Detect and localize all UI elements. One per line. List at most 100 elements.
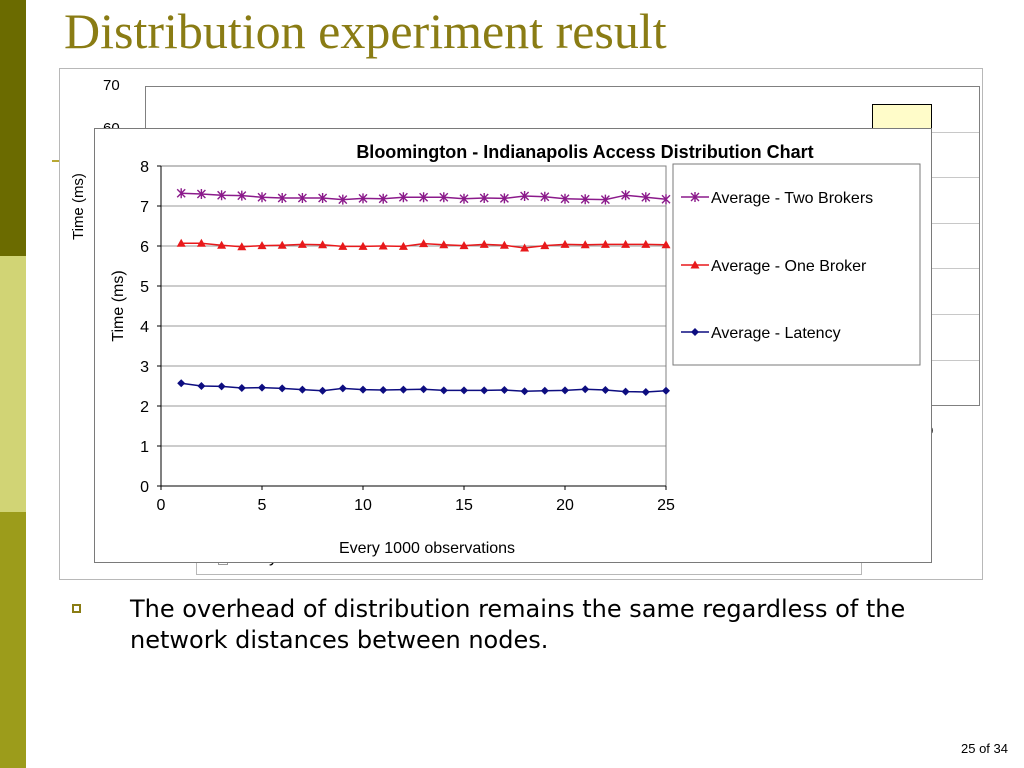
data-point-0 <box>479 193 489 203</box>
data-point-1 <box>358 241 368 250</box>
data-point-2 <box>258 383 266 392</box>
background-y-axis-label: Time (ms) <box>70 173 87 240</box>
data-point-1 <box>560 239 570 248</box>
data-point-1 <box>419 239 429 248</box>
data-point-1 <box>479 239 489 248</box>
data-point-0 <box>520 191 530 201</box>
data-point-0 <box>560 193 570 204</box>
data-point-0 <box>378 193 388 204</box>
y-tick-label: 3 <box>140 359 149 376</box>
y-tick-label: 1 <box>140 439 149 456</box>
legend-label-2: Average - Latency <box>711 325 841 342</box>
data-point-0 <box>277 193 287 203</box>
data-point-1 <box>176 238 186 247</box>
data-point-1 <box>398 241 408 250</box>
data-point-2 <box>540 386 549 395</box>
bullet-text: The overhead of distribution remains the… <box>130 595 906 654</box>
y-tick-label: 0 <box>140 479 149 496</box>
bullet-icon <box>72 604 81 613</box>
x-tick-label: 5 <box>258 497 267 514</box>
data-point-1 <box>499 240 509 249</box>
y-tick-label: 2 <box>140 399 149 416</box>
data-point-0 <box>419 192 429 203</box>
data-point-2 <box>217 382 226 391</box>
y-axis-label: Time (ms) <box>110 270 127 341</box>
data-point-1 <box>621 239 631 248</box>
y-tick-label: 5 <box>140 279 149 296</box>
data-point-2 <box>520 387 529 396</box>
data-point-0 <box>661 194 671 205</box>
legend-marker-0 <box>690 192 700 202</box>
data-point-2 <box>662 386 670 395</box>
legend-marker-1 <box>690 260 700 269</box>
line-chart: Bloomington - Indianapolis Access Distri… <box>94 128 932 563</box>
data-point-2 <box>237 384 246 392</box>
data-point-1 <box>338 241 348 250</box>
data-point-2 <box>318 386 327 395</box>
y-tick-label: 7 <box>140 199 149 216</box>
data-point-0 <box>257 192 267 203</box>
data-point-0 <box>297 193 307 203</box>
legend-label-0: Average - Two Brokers <box>711 190 873 207</box>
data-point-1 <box>520 243 530 252</box>
data-point-1 <box>277 240 287 249</box>
slide-title: Distribution experiment result <box>64 3 667 59</box>
data-point-2 <box>419 385 428 394</box>
data-point-2 <box>278 384 287 393</box>
data-point-2 <box>439 386 448 395</box>
data-point-0 <box>459 193 469 204</box>
legend-box <box>672 163 921 366</box>
data-point-0 <box>600 194 610 205</box>
x-axis-label: Every 1000 observations <box>339 540 515 557</box>
data-point-1 <box>641 239 651 248</box>
data-point-0 <box>621 190 631 201</box>
data-point-0 <box>318 193 328 203</box>
data-point-2 <box>338 384 347 393</box>
data-point-0 <box>196 189 206 199</box>
data-point-0 <box>338 194 348 205</box>
data-point-1 <box>439 240 449 249</box>
data-point-0 <box>641 192 651 203</box>
data-point-2 <box>601 386 610 394</box>
data-point-0 <box>358 193 368 204</box>
background-y-tick: 70 <box>103 77 120 94</box>
data-point-0 <box>237 190 247 201</box>
data-point-1 <box>318 240 328 249</box>
data-point-2 <box>621 387 630 396</box>
legend-label-1: Average - One Broker <box>711 258 867 275</box>
data-point-0 <box>176 188 186 199</box>
data-point-2 <box>298 385 307 394</box>
x-tick-label: 10 <box>354 497 372 514</box>
sidebar-strip-middle <box>0 256 26 512</box>
y-tick-label: 6 <box>140 239 149 256</box>
data-point-2 <box>379 386 388 394</box>
data-point-0 <box>540 191 550 202</box>
y-tick-label: 8 <box>140 159 149 176</box>
data-point-2 <box>641 388 650 396</box>
data-point-2 <box>581 385 590 394</box>
data-point-1 <box>459 241 469 250</box>
x-tick-label: 20 <box>556 497 574 514</box>
sidebar-strip-top <box>0 0 26 256</box>
data-point-2 <box>197 382 206 390</box>
data-point-0 <box>580 194 590 205</box>
data-point-2 <box>561 386 569 395</box>
data-point-1 <box>237 242 247 251</box>
data-point-2 <box>480 386 489 395</box>
page-number: 25 of 34 <box>961 741 1008 756</box>
data-point-1 <box>196 238 206 247</box>
chart-svg: Bloomington - Indianapolis Access Distri… <box>110 142 921 557</box>
y-tick-label: 4 <box>140 319 149 336</box>
data-point-2 <box>177 379 186 388</box>
sidebar-strip-bottom <box>0 512 26 768</box>
data-point-2 <box>399 385 408 394</box>
data-point-0 <box>398 192 408 203</box>
legend-marker-2 <box>691 328 699 336</box>
chart-title: Bloomington - Indianapolis Access Distri… <box>356 142 813 162</box>
data-point-2 <box>460 386 468 395</box>
data-point-0 <box>499 193 509 204</box>
x-tick-label: 0 <box>157 497 166 514</box>
data-point-2 <box>500 386 509 394</box>
data-point-1 <box>217 240 227 249</box>
data-point-1 <box>297 239 307 248</box>
